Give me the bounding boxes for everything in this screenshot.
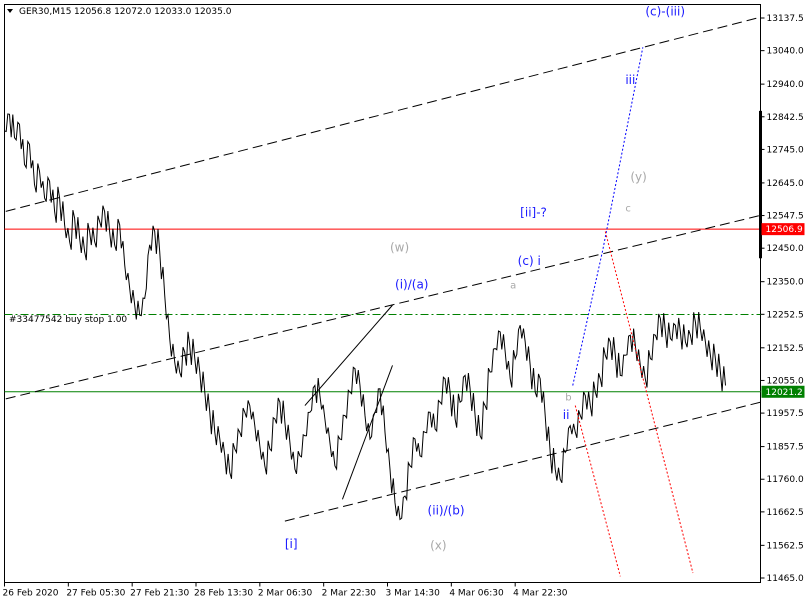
- y-tick-label: 12842.5: [767, 113, 804, 123]
- wedge-line-2[interactable]: [341, 365, 393, 500]
- y-tick-label: 13040.0: [767, 47, 804, 57]
- y-tick-label: 11760.0: [767, 475, 804, 485]
- symbol-title: GER30,M15: [19, 7, 71, 17]
- projection-blue[interactable]: [572, 47, 644, 386]
- x-tick-label: 4 Mar 22:30: [513, 589, 568, 599]
- y-tick-label: 11957.5: [767, 409, 804, 419]
- x-tick-label: 27 Feb 05:30: [66, 589, 125, 599]
- y-tick-label: 12547.5: [767, 212, 804, 222]
- x-tick-label: 2 Mar 06:30: [258, 589, 313, 599]
- y-tick-label: 12450.0: [767, 244, 804, 254]
- x-tick-label: 3 Mar 14:30: [386, 589, 441, 599]
- x-tick-label: 4 Mar 06:30: [449, 589, 504, 599]
- x-tick-label: 2 Mar 22:30: [322, 589, 377, 599]
- channel-line-upper[interactable]: [5, 16, 761, 212]
- wave-label: a: [510, 280, 516, 291]
- y-tick-label: 13137.5: [767, 14, 804, 24]
- y-tick-label: 11662.5: [767, 508, 804, 518]
- wave-label: [i]: [285, 537, 298, 551]
- y-tick-label: 12745.0: [767, 145, 804, 155]
- projection-red-2[interactable]: [574, 405, 621, 577]
- x-tick-label: 28 Feb 13:30: [194, 589, 253, 599]
- order-label: #33477542 buy stop 1.00: [9, 315, 127, 325]
- y-tick-label: 12055.0: [767, 376, 804, 386]
- collapse-triangle-icon[interactable]: [7, 9, 13, 13]
- wave-label: ii: [563, 408, 570, 422]
- current-price-tag: [761, 385, 805, 398]
- channel-line-middle[interactable]: [5, 214, 761, 400]
- wave-label: b: [565, 393, 571, 404]
- y-tick-label: 12152.5: [767, 344, 804, 354]
- projection-red-1[interactable]: [604, 231, 694, 574]
- price-line[interactable]: [4, 113, 726, 521]
- y-tick-label: 11562.5: [767, 541, 804, 551]
- wave-label: iii: [625, 73, 635, 87]
- plot-area[interactable]: [4, 4, 761, 583]
- y-tick-label: 12645.0: [767, 179, 804, 189]
- y-tick-label: 12940.0: [767, 80, 804, 90]
- wave-label: (y): [630, 170, 646, 184]
- ohlc-readout: 12056.8 12072.0 12033.0 12035.0: [74, 7, 232, 17]
- resistance-price-tag-label: 12506.9: [766, 225, 803, 235]
- x-tick-label: 27 Feb 21:30: [130, 589, 189, 599]
- y-tick-label: 12252.5: [767, 310, 804, 320]
- wave-label: (c) i: [518, 254, 541, 268]
- y-tick-label: 12350.0: [767, 278, 804, 288]
- wave-label: (w): [390, 241, 409, 255]
- wave-label: (ii)/(b): [428, 503, 465, 517]
- wave-label: (c)-(iii): [645, 4, 685, 18]
- y-tick-label: 11857.5: [767, 443, 804, 453]
- wave-label: [ii]-?: [520, 205, 547, 219]
- x-tick-label: 26 Feb 2020: [3, 589, 59, 599]
- y-tick-label: 11465.0: [767, 574, 804, 584]
- channel-line-lower[interactable]: [284, 401, 761, 522]
- wave-label: c: [625, 203, 631, 214]
- wave-label: (x): [430, 539, 446, 553]
- current-price-tag-label: 12021.2: [766, 388, 803, 398]
- resistance-price-tag: [761, 223, 805, 236]
- wave-label: (i)/(a): [395, 277, 428, 291]
